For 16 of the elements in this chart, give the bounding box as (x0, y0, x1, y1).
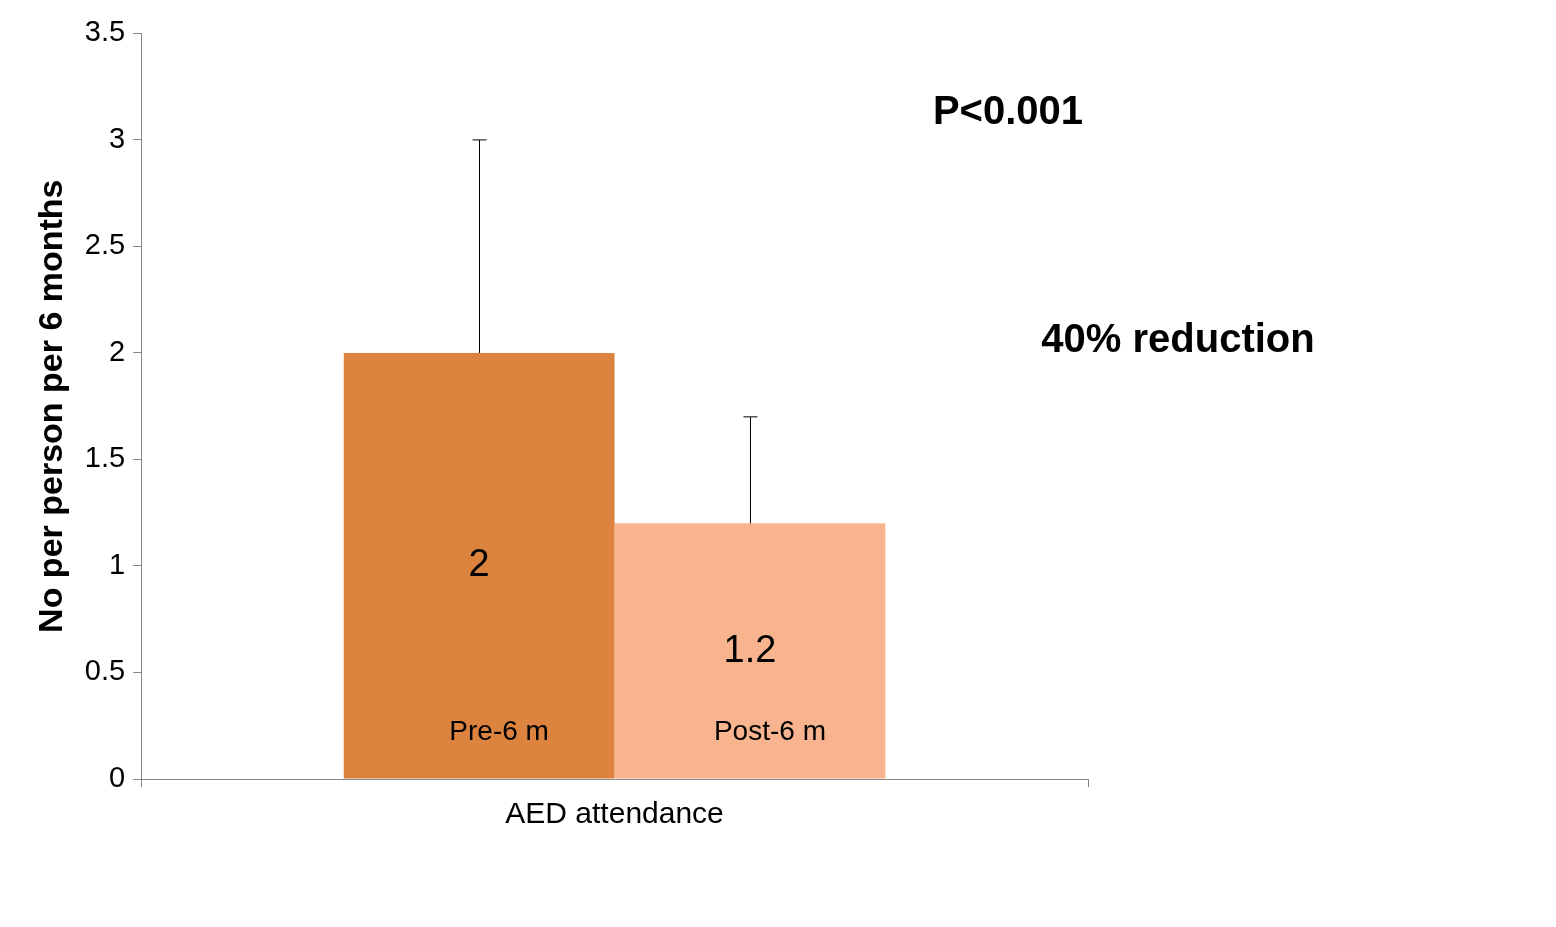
y-tick-label: 1 (108, 547, 126, 580)
y-tick-label: 2.5 (84, 228, 126, 261)
annotation: P<0.001 (932, 88, 1084, 133)
y-tick-label: 3 (108, 121, 126, 154)
y-tick-label: 0.5 (84, 654, 126, 687)
series-label: Post-6 m (713, 714, 826, 746)
y-tick-label: 2 (108, 334, 126, 367)
data-label: 1.2 (723, 627, 777, 670)
y-tick-label: 0 (108, 761, 126, 793)
series-label: Pre-6 m (449, 714, 549, 746)
y-tick-label: 3.5 (84, 15, 126, 48)
data-label: 2 (468, 542, 490, 585)
annotation: 40% reduction (1041, 316, 1315, 361)
y-tick-label: 1.5 (84, 441, 126, 474)
y-axis-title: No per person per 6 months (30, 179, 69, 633)
x-tick-label: AED attendance (505, 796, 724, 830)
